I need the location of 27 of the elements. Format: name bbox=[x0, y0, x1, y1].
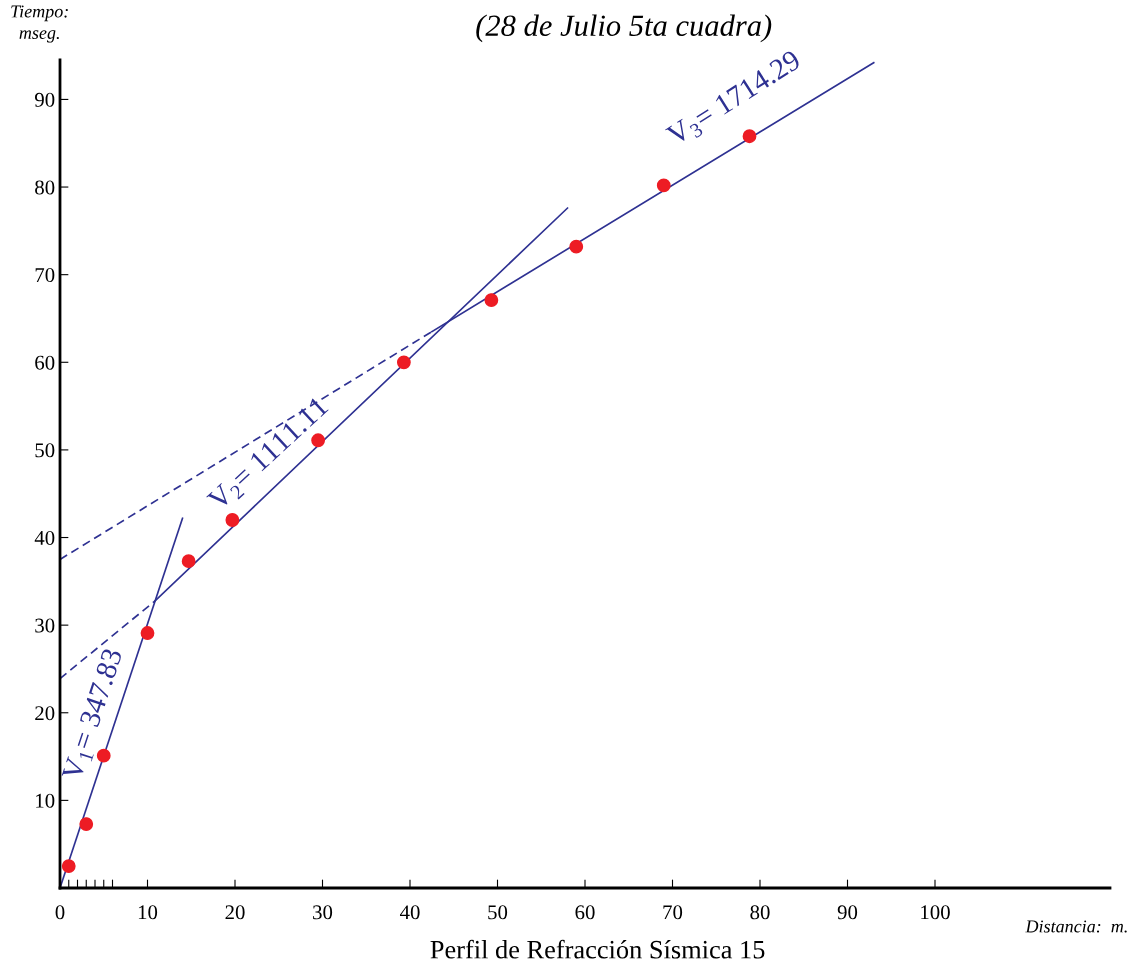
x-tick-label: 80 bbox=[750, 905, 770, 920]
y-tick-label: 40 bbox=[34, 530, 55, 545]
chart-title: (28 de Julio 5ta cuadra) bbox=[476, 14, 772, 43]
annotation: V$_{3}$= 1714.29 bbox=[664, 49, 805, 150]
x-tick-label: 60 bbox=[575, 905, 595, 920]
y-tick-label: 80 bbox=[35, 180, 55, 195]
y-tick-label: 20 bbox=[35, 706, 55, 721]
x-tick-label: 40 bbox=[399, 905, 420, 920]
y-tick-label: 60 bbox=[35, 355, 55, 370]
annotation: V$_{2}$= 1111.11 bbox=[206, 395, 332, 515]
x-tick-label: 0 bbox=[55, 905, 65, 920]
x-tick-label: 90 bbox=[837, 905, 858, 920]
y-tick-label: 50 bbox=[35, 443, 55, 458]
y-tick-label: 90 bbox=[34, 92, 55, 107]
y-tick-label: 30 bbox=[35, 618, 55, 633]
annotation: V$_{1}$= 347.83 bbox=[61, 647, 127, 784]
x-tick-label: 30 bbox=[313, 905, 333, 920]
y-tick-label: 70 bbox=[35, 268, 55, 283]
y-axis-title: Tiempo: mseg. bbox=[11, 5, 68, 43]
y-tick-label: 10 bbox=[36, 793, 55, 808]
x-tick-label: 50 bbox=[488, 905, 508, 920]
x-tick-label: 100 bbox=[921, 905, 950, 920]
x-axis-title: Distancia: m. bbox=[1025, 920, 1127, 933]
x-tick-label: 20 bbox=[225, 905, 245, 920]
x-tick-label: 10 bbox=[138, 905, 158, 920]
x-tick-label: 70 bbox=[663, 905, 683, 920]
text: Perfil de Refracción Sísmica 15 bbox=[430, 939, 765, 959]
